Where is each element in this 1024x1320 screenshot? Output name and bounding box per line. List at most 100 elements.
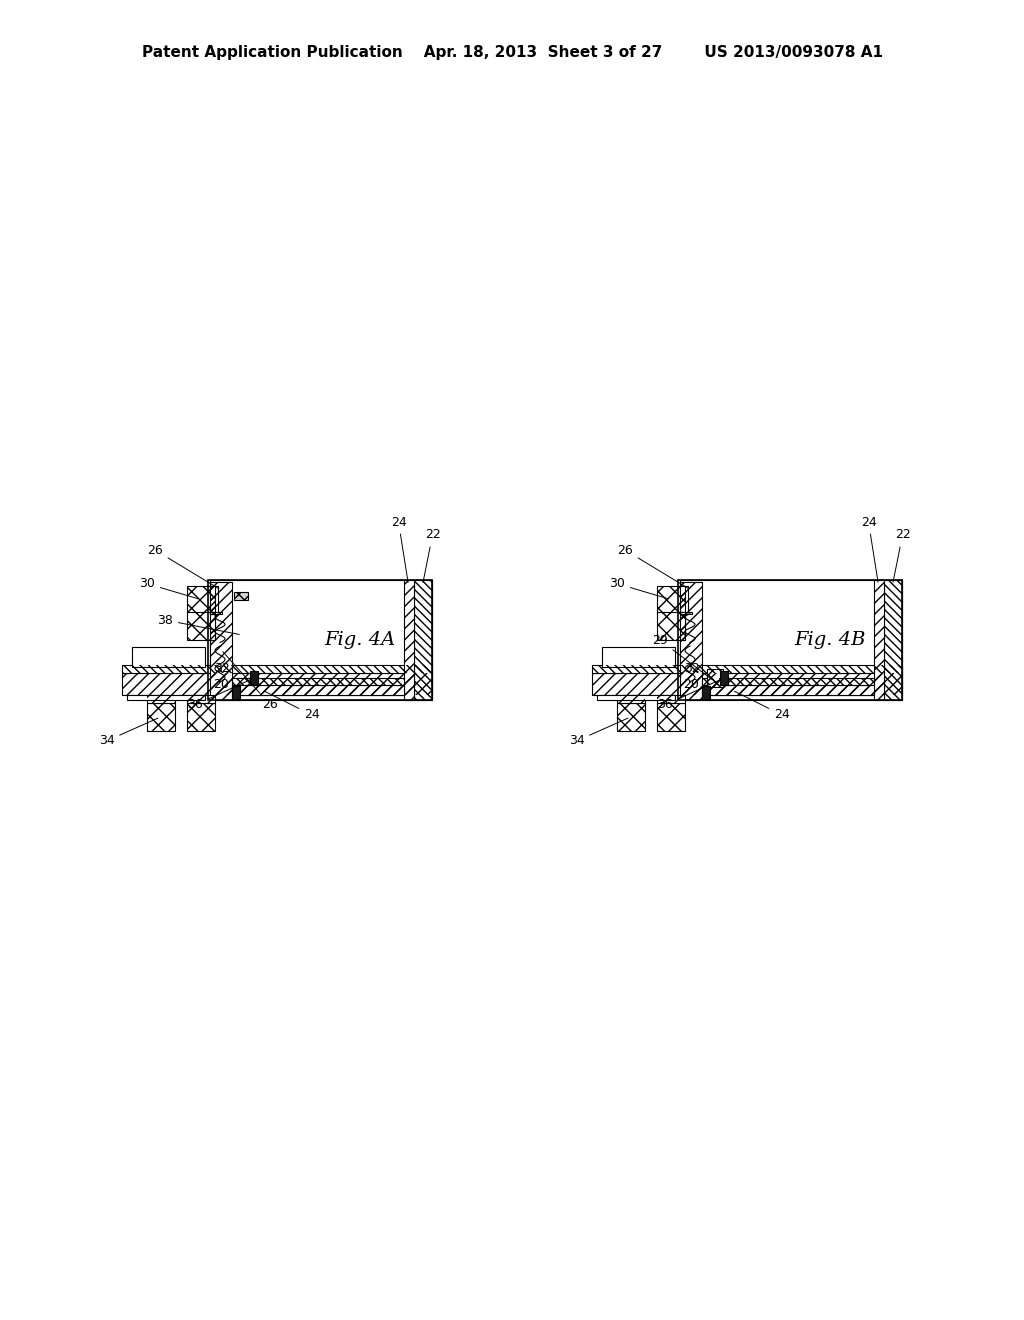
Bar [884, 579, 901, 700]
Bar [680, 612, 685, 640]
Text: 22: 22 [423, 528, 440, 582]
Bar [702, 678, 873, 685]
Bar [127, 696, 205, 700]
Text: 29: 29 [652, 634, 712, 680]
Bar [414, 579, 431, 700]
Bar [616, 696, 644, 704]
Bar [656, 704, 684, 731]
Bar [702, 678, 873, 685]
Bar [657, 612, 685, 640]
Bar [597, 696, 675, 700]
Bar [680, 579, 901, 700]
Bar [232, 678, 403, 685]
Text: 22: 22 [893, 528, 910, 582]
Bar [186, 696, 214, 704]
Bar [208, 579, 431, 700]
Bar [656, 696, 684, 704]
Bar [210, 612, 215, 640]
Bar [616, 704, 644, 731]
Bar [187, 612, 215, 640]
Bar [707, 669, 723, 686]
Bar [187, 612, 215, 640]
Bar [232, 685, 403, 696]
Text: 38: 38 [157, 614, 240, 635]
Bar [657, 586, 685, 614]
Text: 26: 26 [617, 544, 688, 589]
Text: 32: 32 [684, 663, 699, 676]
Text: Fig. 4A: Fig. 4A [325, 631, 395, 649]
Bar [702, 685, 873, 696]
Bar [678, 579, 901, 700]
Bar [592, 673, 901, 696]
Text: 36: 36 [187, 680, 252, 711]
Bar [210, 582, 232, 700]
Text: 26: 26 [223, 652, 278, 711]
Bar [210, 579, 431, 700]
Text: 30: 30 [609, 577, 669, 599]
Text: 24: 24 [860, 516, 878, 582]
Text: 32: 32 [214, 663, 229, 676]
Text: 34: 34 [98, 718, 158, 747]
Bar [601, 647, 675, 667]
Bar [210, 612, 222, 614]
Text: 24: 24 [264, 692, 319, 722]
Text: 36: 36 [657, 680, 722, 711]
Text: 20: 20 [214, 677, 229, 690]
Text: 26: 26 [147, 544, 218, 589]
Bar [403, 579, 414, 700]
Bar [186, 704, 214, 731]
Bar [414, 579, 431, 700]
Bar [122, 665, 431, 673]
Bar [234, 593, 248, 601]
Bar [146, 696, 174, 704]
Bar [210, 612, 215, 614]
Bar [210, 586, 215, 614]
Bar [122, 665, 431, 673]
Bar [232, 678, 403, 685]
Bar [680, 612, 692, 614]
Bar [210, 612, 215, 640]
Bar [146, 704, 174, 731]
Bar [210, 582, 232, 700]
Bar [720, 671, 728, 685]
Bar [680, 612, 685, 614]
Bar [232, 686, 240, 700]
Bar [122, 673, 431, 696]
Bar [873, 579, 884, 700]
Bar [187, 586, 215, 614]
Bar [592, 665, 901, 673]
Text: 24: 24 [390, 516, 409, 582]
Bar [616, 696, 644, 704]
Bar [680, 586, 685, 614]
Text: 24: 24 [734, 692, 790, 722]
Bar [702, 686, 710, 700]
Bar [680, 612, 685, 614]
Bar [707, 669, 723, 686]
Bar [657, 612, 685, 640]
Bar [680, 582, 702, 700]
Bar [702, 685, 873, 696]
Bar [146, 704, 174, 731]
Bar [592, 665, 901, 673]
Bar [656, 696, 684, 704]
Bar [680, 586, 685, 614]
Text: 20: 20 [684, 677, 699, 690]
Bar [884, 579, 901, 700]
Bar [592, 673, 901, 696]
Bar [403, 579, 414, 700]
Bar [210, 612, 215, 614]
Bar [680, 586, 688, 614]
Text: 30: 30 [139, 577, 199, 599]
Bar [210, 586, 218, 614]
Bar [186, 704, 214, 731]
Bar [210, 586, 215, 614]
Bar [131, 647, 205, 667]
Bar [873, 579, 884, 700]
Bar [656, 704, 684, 731]
Bar [186, 696, 214, 704]
Text: 34: 34 [568, 718, 628, 747]
Bar [122, 673, 431, 696]
Bar [616, 704, 644, 731]
Bar [146, 696, 174, 704]
Bar [187, 586, 215, 614]
